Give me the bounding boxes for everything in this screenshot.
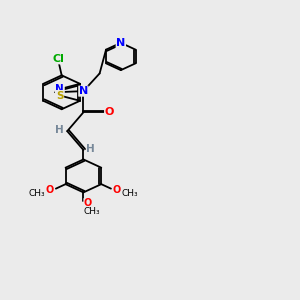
Text: CH₃: CH₃: [28, 189, 45, 198]
Text: H: H: [56, 125, 64, 135]
Text: N: N: [56, 84, 64, 94]
Text: O: O: [83, 198, 92, 208]
Text: CH₃: CH₃: [122, 189, 138, 198]
Text: N: N: [79, 86, 88, 96]
Text: S: S: [56, 91, 64, 100]
Text: N: N: [116, 38, 125, 48]
Text: Cl: Cl: [53, 54, 65, 64]
Text: O: O: [113, 184, 121, 195]
Text: CH₃: CH₃: [83, 207, 100, 216]
Text: O: O: [105, 107, 114, 117]
Text: H: H: [86, 144, 95, 154]
Text: O: O: [46, 184, 54, 195]
